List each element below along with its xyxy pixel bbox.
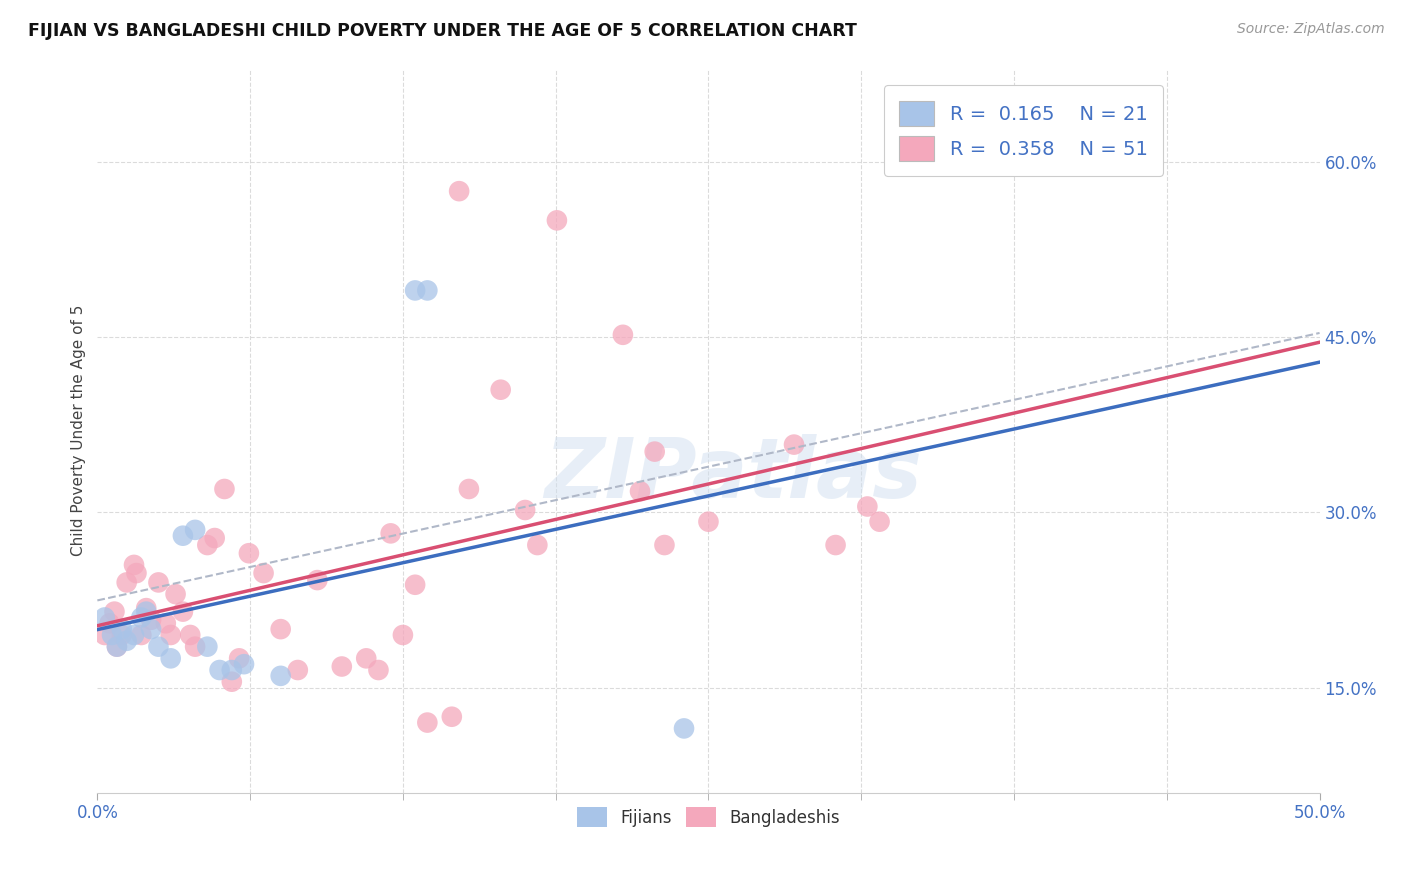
Point — [354, 651, 377, 665]
Point — [238, 546, 260, 560]
Point — [159, 628, 181, 642]
Point — [252, 566, 274, 580]
Point — [159, 651, 181, 665]
Point — [214, 482, 236, 496]
Point — [449, 184, 471, 198]
Point — [644, 444, 666, 458]
Point — [856, 500, 879, 514]
Point — [131, 628, 153, 642]
Point — [98, 616, 121, 631]
Point — [122, 628, 145, 642]
Point — [93, 610, 115, 624]
Point — [148, 575, 170, 590]
Point — [221, 663, 243, 677]
Point — [184, 640, 207, 654]
Point — [165, 587, 187, 601]
Text: FIJIAN VS BANGLADESHI CHILD POVERTY UNDER THE AGE OF 5 CORRELATION CHART: FIJIAN VS BANGLADESHI CHILD POVERTY UNDE… — [28, 22, 858, 40]
Point — [122, 558, 145, 572]
Point — [367, 663, 389, 677]
Point — [526, 538, 548, 552]
Point — [195, 538, 218, 552]
Point — [179, 628, 201, 642]
Point — [208, 663, 231, 677]
Point — [228, 651, 250, 665]
Point — [440, 710, 463, 724]
Point — [869, 515, 891, 529]
Point — [115, 575, 138, 590]
Point — [204, 531, 226, 545]
Point — [105, 640, 128, 654]
Point — [135, 605, 157, 619]
Y-axis label: Child Poverty Under the Age of 5: Child Poverty Under the Age of 5 — [72, 305, 86, 557]
Point — [111, 622, 134, 636]
Point — [221, 674, 243, 689]
Point — [404, 284, 426, 298]
Point — [270, 669, 292, 683]
Point — [111, 628, 134, 642]
Point — [416, 715, 439, 730]
Point — [673, 722, 696, 736]
Point — [404, 578, 426, 592]
Point — [105, 640, 128, 654]
Point — [416, 284, 439, 298]
Point — [824, 538, 846, 552]
Point — [115, 633, 138, 648]
Point — [307, 573, 329, 587]
Point — [184, 523, 207, 537]
Point — [458, 482, 481, 496]
Point — [103, 605, 125, 619]
Point — [654, 538, 676, 552]
Point — [489, 383, 512, 397]
Point — [172, 529, 194, 543]
Text: Source: ZipAtlas.com: Source: ZipAtlas.com — [1237, 22, 1385, 37]
Point — [139, 613, 162, 627]
Point — [270, 622, 292, 636]
Point — [139, 622, 162, 636]
Point — [612, 327, 634, 342]
Point — [628, 484, 651, 499]
Point — [380, 526, 402, 541]
Point — [392, 628, 415, 642]
Point — [101, 628, 124, 642]
Point — [330, 659, 353, 673]
Point — [131, 610, 153, 624]
Point — [93, 628, 115, 642]
Point — [287, 663, 309, 677]
Point — [697, 515, 720, 529]
Point — [135, 601, 157, 615]
Point — [233, 657, 256, 672]
Point — [513, 503, 536, 517]
Point — [172, 605, 194, 619]
Point — [783, 437, 806, 451]
Point — [125, 566, 148, 580]
Point — [148, 640, 170, 654]
Point — [546, 213, 568, 227]
Point — [155, 616, 177, 631]
Legend: Fijians, Bangladeshis: Fijians, Bangladeshis — [569, 799, 848, 835]
Text: ZIPatlas: ZIPatlas — [544, 434, 922, 515]
Point — [195, 640, 218, 654]
